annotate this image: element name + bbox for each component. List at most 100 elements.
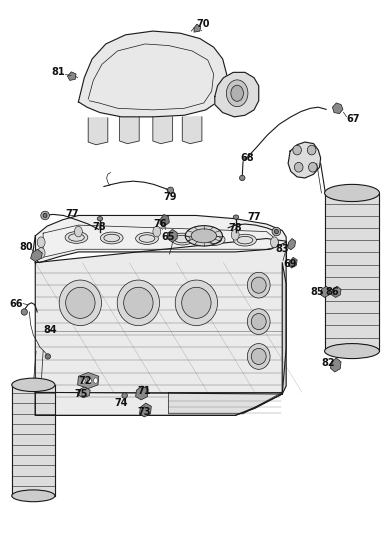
Ellipse shape [274, 229, 278, 234]
Text: 79: 79 [164, 192, 177, 202]
Polygon shape [32, 215, 286, 263]
Polygon shape [194, 24, 201, 32]
Ellipse shape [247, 272, 270, 298]
Polygon shape [169, 392, 282, 414]
Ellipse shape [272, 227, 281, 236]
Text: 83: 83 [276, 244, 289, 254]
Ellipse shape [234, 234, 256, 246]
Circle shape [231, 229, 239, 240]
Ellipse shape [12, 490, 55, 502]
Ellipse shape [185, 226, 223, 246]
Circle shape [153, 226, 161, 237]
Polygon shape [120, 117, 139, 144]
Ellipse shape [251, 314, 266, 330]
Ellipse shape [122, 393, 127, 398]
Text: 76: 76 [153, 219, 167, 229]
Ellipse shape [123, 287, 153, 318]
Ellipse shape [251, 348, 266, 364]
Ellipse shape [171, 233, 194, 245]
Text: 70: 70 [196, 19, 210, 29]
Text: 68: 68 [240, 153, 254, 163]
Polygon shape [160, 214, 169, 226]
Polygon shape [12, 385, 55, 496]
Polygon shape [182, 117, 202, 144]
Ellipse shape [293, 145, 301, 155]
Text: 72: 72 [79, 376, 92, 385]
Polygon shape [288, 239, 296, 250]
Text: 66: 66 [10, 300, 23, 309]
Ellipse shape [251, 277, 266, 293]
Polygon shape [136, 386, 148, 400]
Polygon shape [78, 31, 227, 117]
Text: 78: 78 [229, 223, 242, 233]
Ellipse shape [247, 344, 270, 369]
Text: 69: 69 [283, 259, 297, 269]
Circle shape [270, 237, 278, 248]
Polygon shape [332, 103, 343, 114]
Polygon shape [35, 239, 286, 415]
Ellipse shape [231, 85, 243, 101]
Text: 73: 73 [138, 407, 151, 416]
Polygon shape [330, 358, 341, 372]
Ellipse shape [65, 287, 95, 318]
Ellipse shape [325, 184, 379, 202]
Text: 65: 65 [161, 232, 174, 242]
Ellipse shape [240, 175, 245, 181]
Text: 74: 74 [114, 398, 127, 408]
Ellipse shape [309, 162, 317, 172]
Ellipse shape [175, 280, 218, 326]
Polygon shape [282, 263, 286, 394]
Text: 75: 75 [75, 389, 88, 399]
Ellipse shape [43, 213, 47, 218]
Ellipse shape [100, 232, 123, 244]
Ellipse shape [117, 280, 160, 326]
Text: 77: 77 [247, 212, 261, 222]
Circle shape [81, 378, 85, 383]
Text: 82: 82 [322, 359, 335, 368]
Polygon shape [321, 286, 330, 297]
Ellipse shape [294, 162, 303, 172]
Ellipse shape [181, 287, 211, 318]
Polygon shape [78, 373, 99, 389]
Ellipse shape [12, 378, 55, 391]
Circle shape [37, 248, 45, 258]
Ellipse shape [59, 280, 102, 326]
Ellipse shape [97, 217, 103, 221]
Circle shape [87, 378, 91, 383]
Ellipse shape [226, 80, 248, 107]
Ellipse shape [167, 187, 174, 193]
Text: 85: 85 [311, 287, 324, 297]
Polygon shape [332, 286, 341, 297]
Ellipse shape [65, 232, 88, 243]
Ellipse shape [191, 229, 216, 243]
Polygon shape [288, 142, 321, 178]
Ellipse shape [136, 233, 158, 244]
Circle shape [37, 237, 45, 248]
Ellipse shape [247, 309, 270, 334]
Text: 81: 81 [51, 68, 65, 77]
Circle shape [74, 226, 82, 237]
Polygon shape [78, 387, 90, 398]
Ellipse shape [233, 215, 239, 219]
Text: 78: 78 [92, 222, 105, 232]
Polygon shape [168, 229, 177, 242]
Text: 77: 77 [66, 210, 79, 219]
Ellipse shape [21, 309, 27, 315]
Ellipse shape [307, 145, 316, 155]
Polygon shape [289, 257, 297, 268]
Ellipse shape [202, 234, 225, 245]
Polygon shape [140, 403, 151, 417]
Text: 80: 80 [20, 242, 33, 251]
Polygon shape [153, 117, 172, 144]
Text: 67: 67 [346, 114, 359, 124]
Polygon shape [215, 72, 259, 117]
Text: 71: 71 [138, 386, 151, 396]
Circle shape [94, 378, 98, 383]
Text: 86: 86 [326, 287, 339, 297]
Polygon shape [325, 193, 379, 351]
Ellipse shape [41, 211, 49, 220]
Text: 84: 84 [44, 325, 57, 334]
Polygon shape [67, 72, 76, 80]
Polygon shape [31, 249, 42, 262]
Ellipse shape [325, 344, 379, 359]
